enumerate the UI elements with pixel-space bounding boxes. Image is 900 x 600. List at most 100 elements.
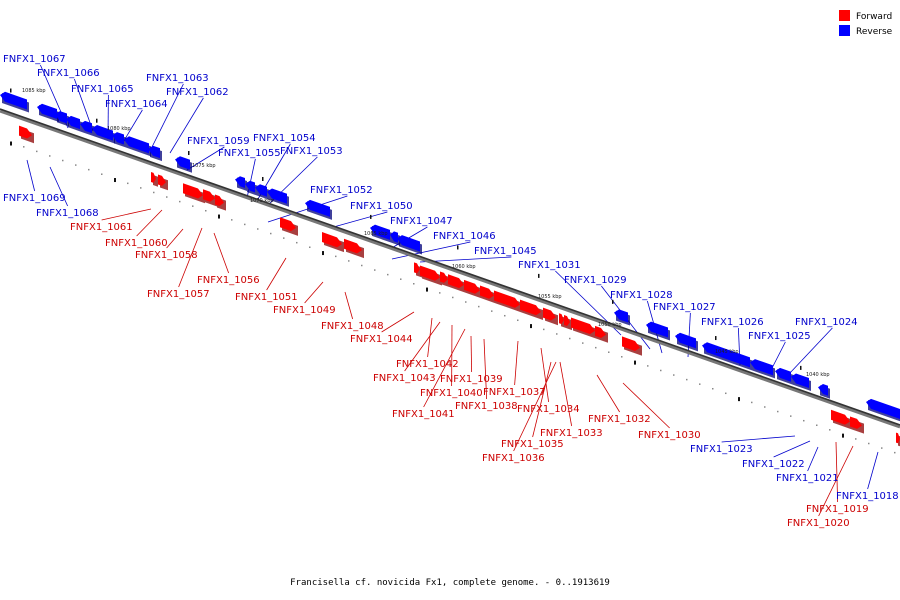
gene-label: FNFX1_1046 xyxy=(433,231,496,242)
gene-label: FNFX1_1045 xyxy=(474,246,537,257)
forward-gene-arrow xyxy=(831,409,850,425)
gene-label: FNFX1_1018 xyxy=(836,491,899,502)
forward-gene-arrow xyxy=(595,325,606,339)
gene-label: FNFX1_1060 xyxy=(105,238,168,249)
minor-tick xyxy=(231,219,233,221)
minor-tick xyxy=(751,401,753,404)
reverse-gene-arrow xyxy=(80,120,92,134)
minor-tick xyxy=(140,187,142,189)
gene-label: FNFX1_1023 xyxy=(690,444,753,455)
forward-gene-arrow xyxy=(571,317,595,335)
reverse-gene-arrow xyxy=(370,224,390,240)
reverse-gene-arrow xyxy=(818,383,828,396)
gene-label: FNFX1_1028 xyxy=(610,290,673,301)
minor-tick xyxy=(790,415,792,417)
tick-mark xyxy=(188,151,190,156)
major-tick xyxy=(322,251,324,256)
major-tick xyxy=(114,178,116,183)
minor-tick xyxy=(283,237,285,239)
gene-label: FNFX1_1019 xyxy=(806,504,869,515)
kbp-tick-label: 1055 kbp xyxy=(538,294,562,300)
minor-tick xyxy=(829,429,831,431)
minor-tick xyxy=(803,419,805,422)
reverse-gene-arrow xyxy=(235,176,245,189)
forward-gene-arrow xyxy=(622,336,640,351)
minor-tick xyxy=(88,168,90,171)
gene-label: FNFX1_1035 xyxy=(501,439,564,450)
label-leader-line xyxy=(835,441,839,503)
forward-gene-arrow xyxy=(344,238,362,254)
minor-tick xyxy=(257,228,259,230)
label-leader-line xyxy=(266,257,287,291)
label-leader-line xyxy=(329,211,388,229)
minor-tick xyxy=(582,342,584,344)
minor-tick xyxy=(543,328,545,331)
label-leader-line xyxy=(721,435,796,443)
minor-tick xyxy=(361,264,363,267)
gene-label: FNFX1_1033 xyxy=(540,428,603,439)
label-leader-line xyxy=(513,361,557,452)
gene-label: FNFX1_1041 xyxy=(392,409,455,420)
minor-tick xyxy=(816,424,818,427)
forward-gene-arrow xyxy=(280,217,296,232)
reverse-gene-arrow xyxy=(245,180,255,193)
minor-tick xyxy=(244,223,246,226)
reverse-gene-arrow xyxy=(0,91,27,110)
major-tick xyxy=(842,433,844,438)
tick-mark xyxy=(538,273,540,278)
legend-forward-label: Forward xyxy=(856,12,892,22)
forward-gene-arrow xyxy=(322,232,342,248)
gene-label: FNFX1_1024 xyxy=(795,317,858,328)
gene-label: FNFX1_1061 xyxy=(70,222,133,233)
minor-tick xyxy=(179,200,181,203)
label-leader-line xyxy=(773,440,811,458)
forward-gene-arrow xyxy=(896,432,900,444)
major-tick xyxy=(10,141,12,146)
label-leader-line xyxy=(559,361,573,427)
gene-label: FNFX1_1020 xyxy=(787,518,850,529)
forward-gene-arrow xyxy=(520,299,541,316)
genome-axis xyxy=(0,108,900,429)
forward-gene-arrow xyxy=(183,183,203,199)
minor-tick xyxy=(712,387,714,390)
gene-label: FNFX1_1057 xyxy=(147,289,210,300)
minor-tick xyxy=(504,314,506,317)
minor-tick xyxy=(777,410,779,413)
genome-caption: Francisella cf. novicida Fx1, complete g… xyxy=(290,578,610,588)
gene-label: FNFX1_1037 xyxy=(483,387,546,398)
label-leader-line xyxy=(381,311,415,333)
forward-gene-arrow xyxy=(559,313,564,325)
forward-gene-arrow xyxy=(494,290,520,308)
minor-tick xyxy=(62,159,64,162)
reverse-gene-arrow xyxy=(92,125,113,141)
label-leader-line xyxy=(867,451,879,490)
label-leader-line xyxy=(304,281,324,304)
gene-label: FNFX1_1027 xyxy=(653,302,716,313)
minor-tick xyxy=(855,438,857,440)
kbp-tick-label: 1075 kbp xyxy=(192,163,216,169)
forward-gene-arrow xyxy=(151,172,156,183)
gene-label: FNFX1_1054 xyxy=(253,133,316,144)
legend-reverse-swatch xyxy=(839,25,850,36)
major-tick xyxy=(634,360,636,365)
forward-gene-arrow xyxy=(414,262,420,274)
forward-gene-arrow xyxy=(564,315,570,327)
minor-tick xyxy=(686,378,688,381)
gene-label: FNFX1_1065 xyxy=(71,84,134,95)
label-leader-line xyxy=(101,208,152,221)
minor-tick xyxy=(764,406,766,408)
reverse-gene-arrow xyxy=(390,231,398,243)
reverse-gene-arrow xyxy=(175,156,190,170)
gene-label: FNFX1_1039 xyxy=(440,374,503,385)
label-leader-line xyxy=(622,382,670,429)
reverse-gene-arrow xyxy=(397,235,420,252)
minor-tick xyxy=(699,383,701,385)
forward-gene-arrow xyxy=(448,274,464,289)
minor-tick xyxy=(270,232,272,235)
minor-tick xyxy=(673,374,675,376)
tick-mark xyxy=(10,88,12,93)
minor-ticks xyxy=(10,88,896,454)
tick-mark xyxy=(612,299,614,304)
genome-axis-shadow xyxy=(0,109,900,429)
gene-label: FNFX1_1032 xyxy=(588,414,651,425)
